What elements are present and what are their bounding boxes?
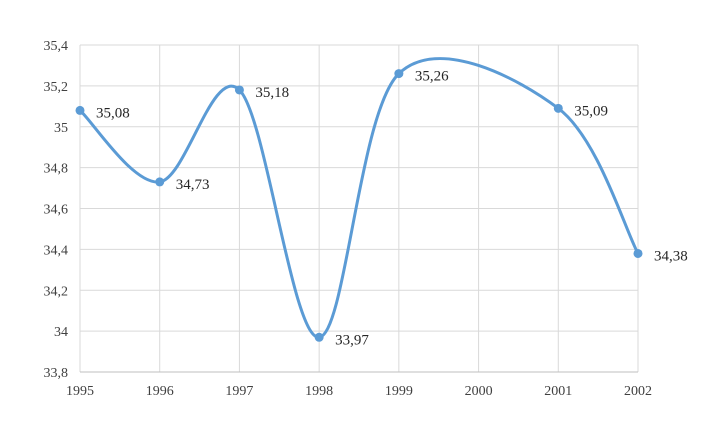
x-tick-label: 2001 xyxy=(544,384,572,399)
x-tick-labels: 1995 1996 1997 1998 1999 2000 2001 2002 xyxy=(66,384,652,399)
data-point xyxy=(633,248,643,258)
data-point xyxy=(75,105,85,115)
data-label: 34,38 xyxy=(654,248,688,264)
data-labels: 35,08 34,73 35,18 33,97 35,26 35,09 34,38 xyxy=(96,69,688,349)
x-tick-label: 1999 xyxy=(385,384,413,399)
x-tick-label: 2000 xyxy=(465,384,493,399)
y-tick-label: 35,2 xyxy=(44,80,69,95)
y-tick-label: 34,4 xyxy=(44,243,69,258)
y-tick-label: 34 xyxy=(54,325,68,340)
x-tick-label: 1995 xyxy=(66,384,94,399)
y-tick-label: 34,8 xyxy=(44,162,69,177)
data-label: 35,09 xyxy=(574,103,608,119)
y-tick-label: 34,2 xyxy=(44,284,69,299)
x-tick-label: 2002 xyxy=(624,384,652,399)
x-tick-label: 1998 xyxy=(305,384,333,399)
y-tick-labels: 33,8 34 34,2 34,4 34,6 34,8 35 35,2 35,4 xyxy=(44,39,69,381)
y-tick-label: 33,8 xyxy=(44,366,69,381)
data-label: 35,18 xyxy=(255,85,289,101)
data-label: 35,08 xyxy=(96,105,130,121)
y-tick-label: 34,6 xyxy=(44,203,69,218)
series-line xyxy=(78,57,640,339)
data-label: 34,73 xyxy=(176,177,210,193)
data-point xyxy=(553,103,563,113)
y-tick-label: 35 xyxy=(54,121,68,136)
data-point xyxy=(394,69,404,79)
x-tick-label: 1997 xyxy=(225,384,253,399)
data-point xyxy=(234,85,244,95)
gridlines xyxy=(79,44,639,372)
data-point xyxy=(155,177,165,187)
data-label: 33,97 xyxy=(335,332,369,348)
data-point xyxy=(314,332,324,342)
series-group xyxy=(75,57,643,342)
y-tick-label: 35,4 xyxy=(44,39,69,54)
data-label: 35,26 xyxy=(415,69,449,85)
x-tick-label: 1996 xyxy=(146,384,174,399)
